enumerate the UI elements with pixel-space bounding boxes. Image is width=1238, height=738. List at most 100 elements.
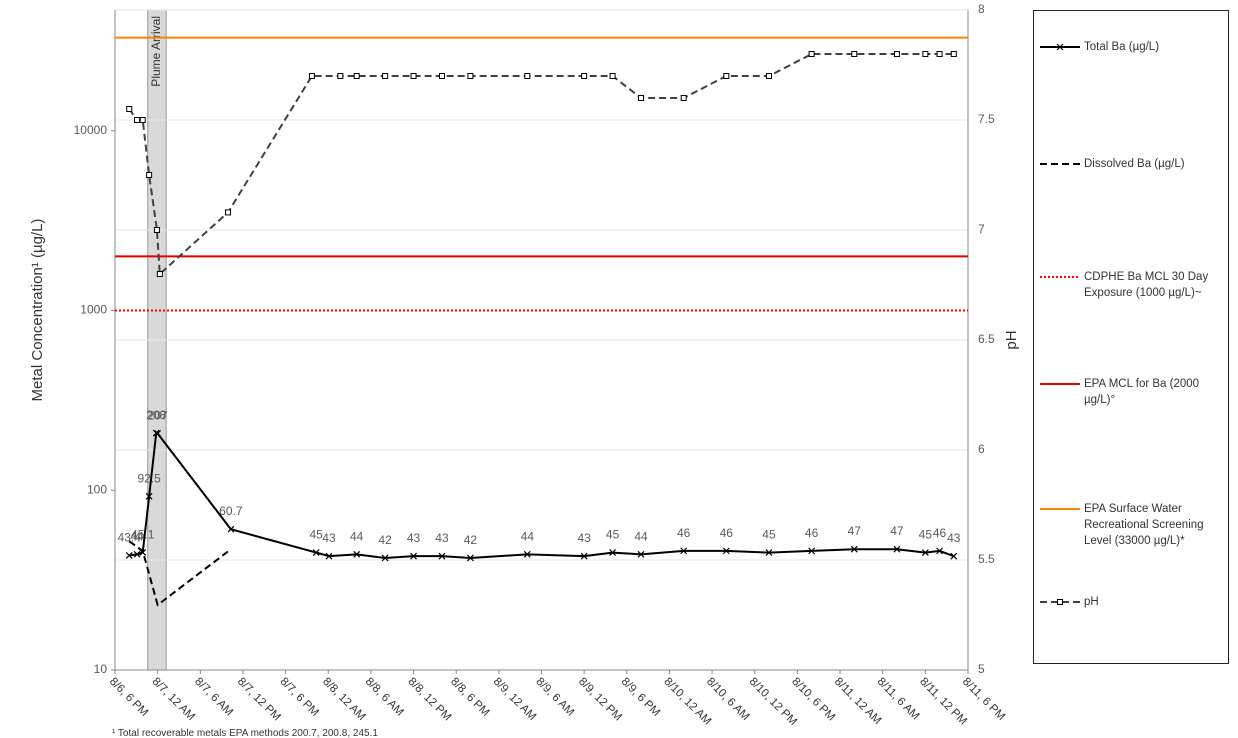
square-marker (723, 73, 730, 79)
data-label: 208 (146, 408, 166, 422)
legend: Total Ba (µg/L) Dissolved Ba (µg/L) CDPHE … (1033, 10, 1229, 664)
x-marker (381, 554, 389, 562)
x-marker (722, 547, 730, 555)
x-marker (125, 551, 133, 559)
y2-tick-label: 5 (978, 662, 985, 676)
data-label: 44 (521, 529, 535, 543)
x-marker (609, 549, 617, 557)
x-marker (936, 547, 943, 555)
legend-entry: CDPHE Ba MCL 30 Day Exposure (1000 µg/L)… (1034, 269, 1230, 301)
y2-tick-label: 5.5 (978, 552, 995, 566)
data-label: 45 (309, 528, 323, 542)
square-marker (808, 51, 815, 57)
square-marker (765, 73, 772, 79)
x-marker (765, 549, 773, 557)
data-label: 44 (350, 529, 364, 543)
x-tick-label: 8/9, 6 AM (533, 676, 576, 719)
x-tick-label: 8/8, 12 AM (320, 676, 367, 723)
data-label: 47 (848, 524, 862, 538)
square-marker (353, 73, 360, 79)
y2-tick-label: 6 (978, 442, 985, 456)
square-marker (936, 51, 943, 57)
x-marker (523, 550, 531, 558)
legend-label: CDPHE Ba MCL 30 Day Exposure (1000 µg/L)… (1084, 271, 1209, 299)
square-marker (337, 73, 344, 79)
y-tick-label: 10000 (74, 123, 108, 137)
y2-tick-label: 7.5 (978, 112, 995, 126)
legend-swatch (1040, 163, 1080, 165)
square-marker (893, 51, 900, 57)
legend-swatch (1040, 383, 1080, 385)
data-label: 42 (464, 533, 478, 547)
x-tick-label: 8/7, 6 PM (277, 676, 320, 719)
x-marker (808, 547, 816, 555)
data-label: 43 (407, 531, 421, 545)
x-marker (680, 547, 688, 555)
square-marker (134, 117, 141, 123)
data-label: 92.5 (137, 471, 161, 485)
legend-label: EPA Surface Water Recreational Screening… (1084, 503, 1204, 547)
data-label: 44 (130, 529, 144, 543)
data-label: 43.4 (118, 530, 142, 544)
data-label: 43 (322, 531, 336, 545)
legend-entry: EPA MCL for Ba (2000 µg/L)° (1034, 376, 1230, 408)
x-marker (353, 550, 361, 558)
x-marker (152, 429, 160, 437)
series-line (129, 431, 955, 559)
data-label: 43 (947, 531, 961, 545)
data-label: 47 (890, 524, 904, 538)
square-marker (467, 73, 474, 79)
x-tick-label: 8/9, 12 AM (491, 676, 538, 723)
x-tick-label: 8/8, 12 PM (405, 676, 453, 724)
y-axis-label: Metal Concentration¹ (µg/L) (29, 218, 46, 402)
legend-entry: Dissolved Ba (µg/L) (1034, 156, 1230, 172)
legend-label: Total Ba (µg/L) (1084, 41, 1160, 53)
square-marker (410, 73, 417, 79)
legend-swatch (1040, 43, 1080, 51)
x-marker (133, 550, 141, 558)
y2-tick-label: 8 (978, 2, 985, 16)
x-marker (850, 545, 858, 553)
y-tick-label: 1000 (80, 303, 107, 317)
series-line (128, 540, 230, 607)
band-label: Plume Arrival (149, 16, 163, 87)
square-marker (156, 271, 163, 277)
x-marker (312, 549, 320, 557)
y2-tick-label: 7 (978, 222, 985, 236)
square-marker (851, 51, 858, 57)
x-tick-label: 8/8, 6 PM (448, 676, 491, 719)
data-label: 43 (577, 531, 591, 545)
data-label: 45 (606, 528, 620, 542)
x-marker (466, 554, 474, 562)
legend-label: EPA MCL for Ba (2000 µg/L)° (1084, 378, 1200, 406)
x-marker (580, 552, 588, 560)
legend-swatch (1040, 276, 1080, 278)
data-label: 46 (720, 526, 734, 540)
data-label: 45 (919, 528, 933, 542)
x-marker (893, 545, 901, 553)
square-marker (225, 209, 232, 216)
x-tick-label: 8/9, 6 PM (619, 676, 662, 719)
x-marker (145, 492, 153, 500)
data-label: 207 (148, 408, 168, 422)
square-marker (922, 51, 929, 57)
y-tick-label: 100 (87, 482, 107, 496)
x-tick-label: 8/9, 12 PM (576, 676, 624, 724)
x-marker (227, 525, 235, 533)
data-label: 46 (677, 526, 691, 540)
x-tick-label: 8/7, 12 AM (150, 676, 197, 723)
square-marker (638, 95, 645, 101)
legend-label: pH (1084, 596, 1099, 608)
square-marker (950, 51, 957, 57)
series-line (128, 53, 954, 277)
x-tick-label: 8/7, 12 PM (235, 676, 283, 724)
square-marker (126, 106, 133, 112)
x-marker (325, 552, 333, 560)
x-marker (154, 430, 162, 437)
legend-swatch (1040, 508, 1080, 510)
square-marker (146, 172, 153, 178)
x-tick-label: 8/11, 6 AM (875, 676, 922, 723)
data-label: 46 (933, 526, 947, 540)
chart: Plume Arrival 5 5.5 6 6.5 7 7.5 8 10 100 1000 10000… (74, 2, 1020, 738)
